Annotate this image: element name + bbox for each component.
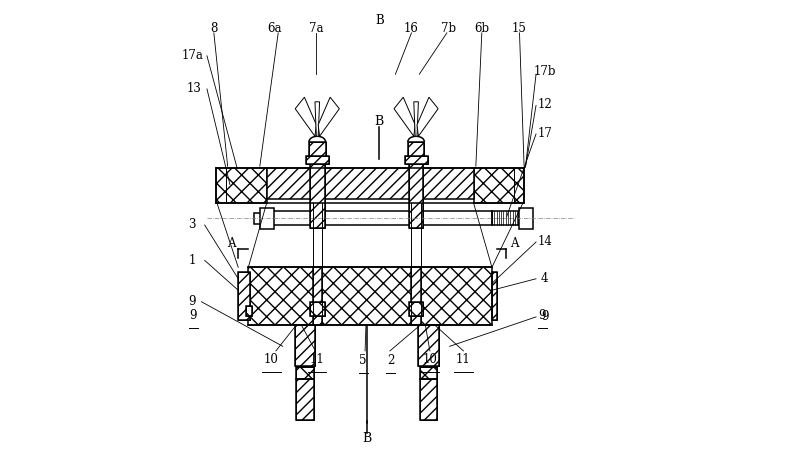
Text: 11: 11 [456,353,471,366]
Text: 12: 12 [538,98,552,111]
Text: 7b: 7b [441,22,456,35]
Bar [418,325,439,366]
Bar [313,267,322,325]
Bar [310,163,325,228]
Polygon shape [417,97,438,136]
Text: A: A [510,237,518,250]
Bar [492,211,519,225]
Bar [296,379,314,420]
Bar [310,163,325,228]
Bar [418,325,439,366]
Text: 9: 9 [189,295,196,308]
Text: 10: 10 [264,353,278,366]
Bar [405,155,427,164]
Bar [306,155,329,164]
Bar [474,168,524,203]
Polygon shape [394,97,415,136]
Text: 9: 9 [541,310,549,324]
Text: 9: 9 [190,309,197,322]
Bar [296,367,314,379]
Text: 2: 2 [387,354,394,366]
Text: 7a: 7a [309,22,324,35]
Bar [310,302,325,315]
Bar [420,367,438,379]
Text: 11: 11 [310,353,325,366]
Bar [310,302,325,315]
Bar [246,307,251,316]
Text: 15: 15 [512,22,527,35]
Bar [238,272,250,320]
Bar [411,267,421,325]
Bar [309,142,326,155]
Text: 10: 10 [422,353,438,366]
Bar [262,211,492,225]
Polygon shape [414,102,418,136]
Bar [309,142,326,155]
Polygon shape [318,97,339,136]
Text: 8: 8 [210,22,218,35]
Bar [409,302,423,315]
Text: 9: 9 [538,309,546,322]
Text: B: B [375,14,384,27]
Text: 17: 17 [538,127,552,140]
Bar [519,207,534,229]
Bar [409,163,423,228]
Bar [260,207,274,229]
Polygon shape [315,102,319,136]
Text: B: B [362,432,371,445]
Bar [294,325,315,366]
Text: 5: 5 [359,354,367,366]
Bar [266,168,474,199]
Bar [254,213,264,224]
Bar [408,142,424,155]
Text: B: B [374,115,384,128]
Bar [306,155,329,164]
Bar [238,272,250,320]
Bar [296,367,314,379]
Bar [405,155,427,164]
Bar [420,379,438,420]
Bar [248,267,492,325]
Bar [409,302,423,315]
Bar [294,325,315,366]
Bar [492,272,498,320]
Text: 17a: 17a [182,49,203,62]
Text: 14: 14 [538,236,552,248]
Bar [246,307,251,316]
Bar [296,379,314,420]
Polygon shape [295,97,316,136]
Text: 6a: 6a [268,22,282,35]
Bar [216,168,266,203]
Bar [411,267,421,325]
Bar [492,272,498,320]
Bar [420,379,438,420]
Bar [409,163,423,228]
Text: 16: 16 [404,22,419,35]
Text: 4: 4 [541,272,549,285]
Text: 1: 1 [189,254,196,267]
Text: 3: 3 [189,219,196,231]
Bar [420,367,438,379]
Bar [408,142,424,155]
Text: 17b: 17b [534,65,556,78]
Bar [313,267,322,325]
Text: 6b: 6b [474,22,490,35]
Text: 13: 13 [186,83,202,95]
Text: A: A [226,237,235,250]
